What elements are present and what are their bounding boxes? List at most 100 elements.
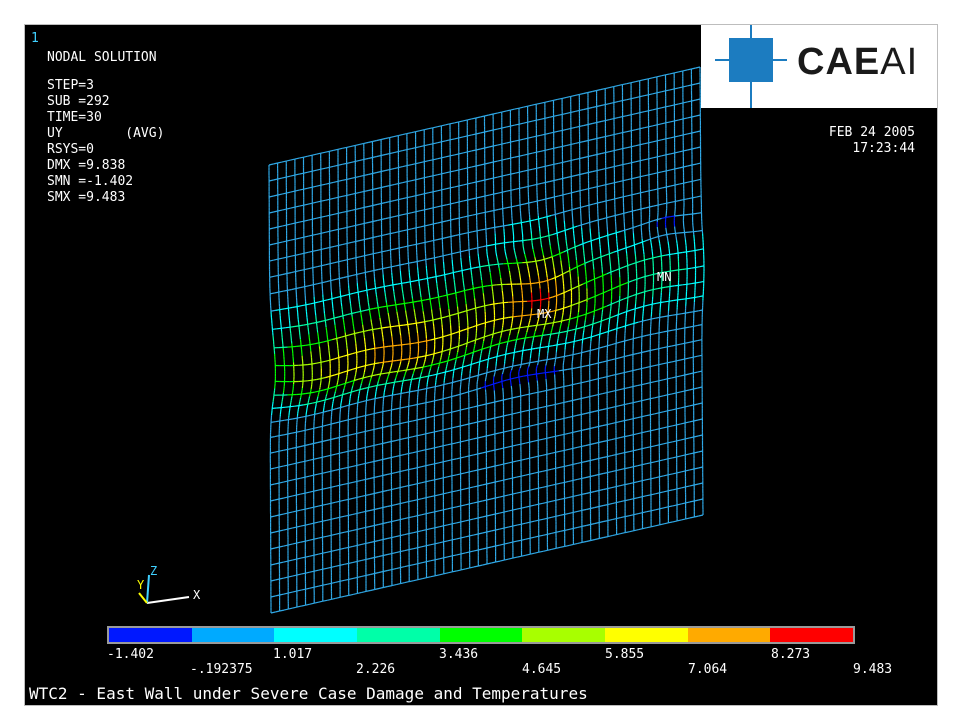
mesh-element-edge [500, 335, 502, 338]
mesh-element-edge [385, 379, 388, 382]
mesh-element-edge [386, 377, 389, 381]
mesh-element-edge [370, 377, 372, 380]
mesh-element-edge [489, 272, 492, 276]
mesh-element-edge [408, 360, 410, 363]
graphics-viewport[interactable]: MX MN 1 NODAL SOLUTION STEP=3 SUB =292 TI… [24, 24, 938, 706]
mesh-element-edge [405, 313, 408, 318]
mesh-element-edge [428, 291, 431, 296]
mesh-element-edge [371, 371, 374, 375]
mesh-element-edge [351, 387, 353, 391]
mesh-element-edge [381, 366, 384, 369]
mesh-element-edge [519, 274, 521, 278]
mesh-element-edge [403, 375, 406, 378]
mesh-element-edge [342, 319, 345, 323]
mesh-element-edge [505, 255, 508, 260]
mesh-element-edge [403, 376, 405, 380]
mesh-element-edge [501, 373, 503, 377]
mesh-element-edge [333, 321, 336, 325]
mesh-element-edge [342, 388, 345, 392]
mesh-element-edge [510, 368, 513, 371]
mesh-element-edge [431, 313, 434, 317]
mesh-element-edge [385, 299, 388, 303]
mesh-element-edge [508, 270, 511, 275]
mesh-element-edge [422, 311, 425, 315]
mesh-element-edge [415, 363, 418, 366]
mesh-element-edge [527, 266, 529, 271]
mesh-element-edge [447, 302, 450, 306]
mesh-element-edge [343, 386, 346, 390]
mesh-element-edge [497, 264, 500, 269]
mesh-element-edge [395, 376, 397, 379]
mesh-element-edge [423, 314, 425, 319]
mesh-element-edge [422, 307, 424, 312]
mesh-element-edge [499, 274, 502, 279]
mesh-element-edge [412, 305, 415, 310]
mesh-element-edge [344, 329, 346, 333]
mesh-element-edge [523, 249, 526, 255]
mesh-element-edge [522, 246, 525, 251]
mesh-element-edge [395, 308, 398, 312]
mesh-element-edge [334, 328, 337, 332]
mesh-element-edge [524, 253, 527, 259]
mesh-element-edge [390, 364, 393, 368]
mesh-element-edge [423, 363, 425, 366]
mesh-element-edge [518, 380, 521, 385]
mesh-element-edge [359, 304, 361, 309]
mesh-element-edge [519, 323, 522, 327]
mesh-element-edge [504, 251, 507, 256]
mesh-element-edge [528, 322, 530, 325]
mesh-element-edge [410, 291, 413, 296]
mesh-element-edge [421, 368, 424, 371]
mesh-element-edge [406, 366, 409, 369]
mesh-element-edge [439, 307, 442, 312]
mesh-element-edge [360, 381, 363, 384]
mesh-element-edge [316, 398, 319, 401]
mesh-element-edge [436, 286, 439, 291]
mesh-element-edge [419, 286, 421, 291]
mesh-element-edge [513, 250, 516, 255]
mesh-element-edge [352, 382, 355, 385]
mesh-element-edge [421, 304, 424, 308]
mesh-element-edge [493, 372, 496, 375]
mesh-element-edge [399, 363, 401, 367]
mesh-element-edge [381, 334, 384, 338]
mesh-element-edge [384, 296, 387, 300]
mesh-element-edge [397, 318, 400, 323]
mesh-element-edge [519, 277, 522, 281]
mesh-element-edge [516, 262, 519, 268]
mesh-element-edge [525, 333, 527, 337]
mesh-element-edge [526, 262, 529, 267]
mesh-element-edge [407, 364, 409, 367]
mesh-element-edge [345, 379, 347, 382]
mesh-element-edge [387, 312, 390, 317]
mesh-element-edge [367, 302, 370, 307]
mesh-element-edge [389, 368, 392, 371]
mesh-element-edge [361, 317, 363, 322]
mesh-element-edge [490, 278, 493, 283]
mesh-element-edge [369, 316, 372, 320]
mesh-element-edge [495, 252, 498, 257]
mesh-element-edge [334, 391, 336, 394]
mesh-element-edge [399, 332, 402, 336]
mesh-element-edge [406, 317, 408, 322]
mesh-element-edge [395, 374, 398, 377]
mesh-element-edge [343, 322, 345, 326]
mesh-element-edge [377, 381, 379, 384]
mesh-element-edge [481, 280, 483, 284]
mesh-element-edge [510, 382, 512, 387]
mesh-element-edge [428, 370, 431, 373]
mesh-element-edge [377, 379, 380, 382]
mesh-element-edge [420, 372, 423, 375]
mesh-element-edge [414, 316, 417, 320]
mesh-element-edge [493, 374, 496, 377]
mesh-element-edge [479, 270, 482, 274]
mesh-element-edge [404, 373, 406, 376]
mesh-element-edge [504, 248, 506, 252]
mesh-element-edge [487, 261, 490, 266]
mesh-element-edge [424, 359, 426, 362]
mesh-element-edge [414, 364, 417, 368]
mesh-element-edge [514, 254, 517, 259]
mesh-element-edge [529, 276, 531, 281]
mesh-element-edge [361, 379, 363, 382]
